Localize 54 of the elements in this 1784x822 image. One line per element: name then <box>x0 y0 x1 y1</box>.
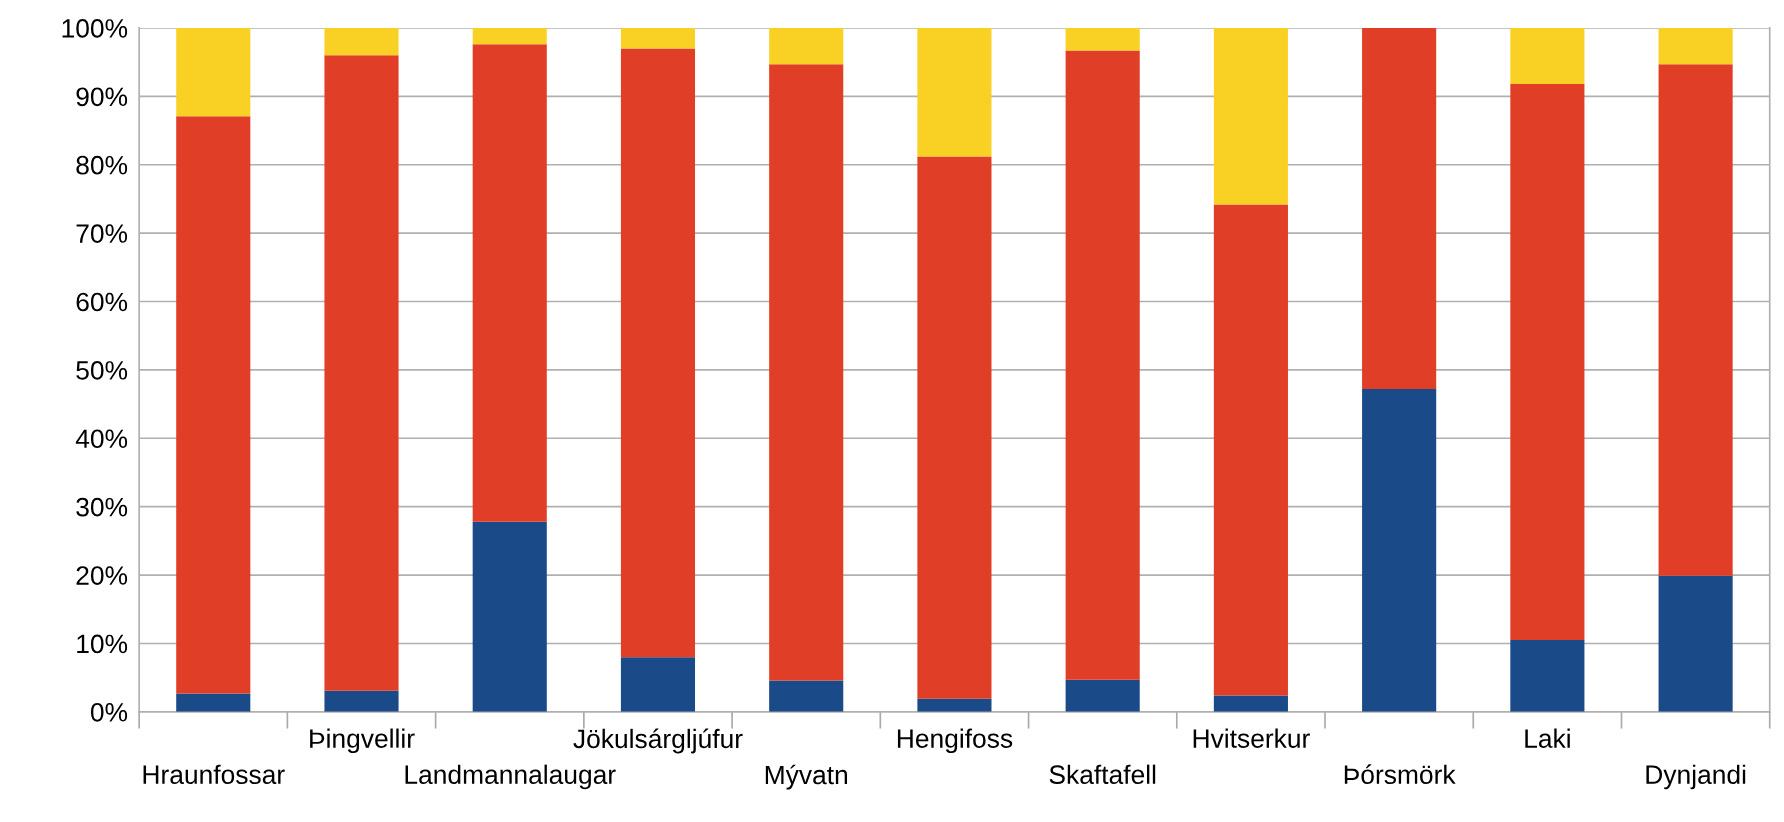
bar <box>324 690 399 712</box>
bar <box>324 55 399 691</box>
bar <box>1658 27 1733 65</box>
x-tick-label: Mývatn <box>765 764 848 790</box>
bar <box>176 116 251 694</box>
bar <box>1510 84 1585 641</box>
y-tick-label: 70% <box>76 224 128 243</box>
bar <box>1658 64 1733 576</box>
bar <box>620 27 696 49</box>
x-tick-label: Skaftafell <box>1049 764 1156 785</box>
bar <box>1510 27 1585 85</box>
x-tick-label: Hengifoss <box>897 728 1013 754</box>
bar <box>176 27 251 117</box>
y-tick-label: 90% <box>76 87 128 107</box>
bar <box>1065 27 1140 51</box>
x-tick-label: Landmannalaugar <box>405 764 616 790</box>
y-tick-label: 30% <box>76 497 128 517</box>
bar <box>1362 389 1437 712</box>
y-tick-label: 40% <box>75 429 128 449</box>
bar <box>1658 575 1733 712</box>
bar <box>917 27 992 157</box>
bar <box>917 156 992 699</box>
bar <box>769 64 844 681</box>
x-tick-label: Hvitserkur <box>1193 728 1310 748</box>
bar <box>620 657 696 712</box>
bar <box>176 693 251 712</box>
bar <box>1213 27 1288 205</box>
y-tick-label: 100% <box>62 19 128 38</box>
x-tick-label: Þórsmörk <box>1344 764 1456 785</box>
x-tick-label: Dynjandi <box>1646 764 1746 790</box>
bar <box>1510 640 1585 712</box>
bar <box>917 698 992 712</box>
y-tick-label: 60% <box>76 292 128 312</box>
bar <box>324 27 399 56</box>
y-tick-label: 20% <box>76 566 128 585</box>
x-tick-label: Hraunfossar <box>143 764 285 785</box>
bar <box>620 48 696 658</box>
x-tick-label: Þingvellir <box>310 728 415 754</box>
bar <box>1065 679 1140 712</box>
y-tick-label: 0% <box>90 702 128 722</box>
bar <box>472 521 547 712</box>
y-tick-label: 10% <box>77 634 128 654</box>
bar <box>769 27 844 65</box>
y-tick-label: 80% <box>76 155 128 175</box>
x-tick-label: Laki <box>1525 728 1570 748</box>
bar <box>472 44 547 522</box>
y-tick-label: 50% <box>76 361 128 380</box>
x-tick-label: Jökulsárgljúfur <box>573 728 743 754</box>
bar <box>1065 50 1140 680</box>
bar <box>1213 695 1288 712</box>
bar <box>1213 204 1288 696</box>
bar <box>1362 27 1437 390</box>
bar <box>472 27 547 45</box>
bar <box>769 680 844 712</box>
